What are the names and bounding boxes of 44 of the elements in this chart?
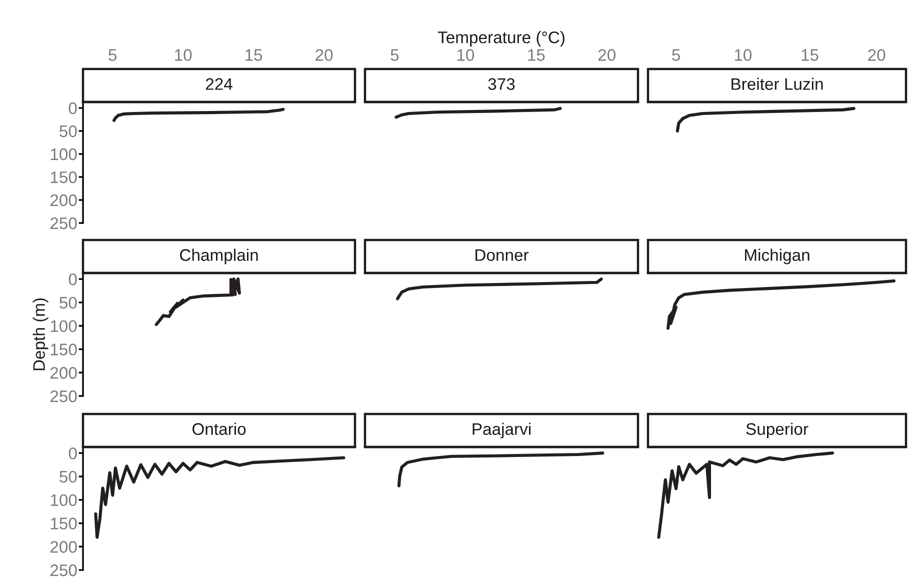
x-tick-label: 15 [528,49,545,61]
y-tick-label: 150 [50,344,77,356]
x-tick-label: 15 [802,49,818,61]
x-tick-label: 10 [457,49,474,61]
x-tick-label: 5 [672,49,680,61]
y-tick-label: 100 [50,320,77,332]
line-series [112,108,285,122]
y-tick-label: 200 [50,194,77,206]
y-tick-label: 50 [60,470,77,483]
chart-title: Ontario [192,422,246,435]
x-tick-label: 5 [390,49,399,61]
y-tick-label: 200 [50,367,77,379]
y-tick-label: 250 [50,217,77,230]
x-tick-label: 20 [316,49,333,61]
x-tick-label: 5 [108,49,117,61]
chart-title: Paajarvi [472,422,530,438]
y-tick-label: 50 [60,125,77,138]
y-tick-label: 250 [50,564,77,576]
y-tick-label: 200 [50,541,77,553]
y-axis-title: Depth (m) [32,298,48,370]
chart-title: Michigan [745,248,810,264]
y-tick-label: 150 [50,171,77,184]
line-series [154,278,241,326]
x-tick-label: 20 [868,49,886,61]
y-tick-label: 100 [50,494,77,506]
x-tick-label: 15 [246,49,262,61]
x-tick-label: 10 [175,49,192,61]
y-tick-label: 0 [68,447,77,460]
chart-title: Donner [476,249,529,261]
x-tick-label: 10 [734,49,752,61]
y-tick-label: 0 [68,102,77,114]
y-tick-label: 0 [68,273,77,286]
y-tick-label: 100 [50,148,77,160]
y-tick-label: 250 [50,390,77,402]
y-tick-label: 150 [50,518,77,530]
line-series [94,456,346,539]
x-axis-title: Temperature (°C) [438,31,564,47]
chart-title: 224 [206,78,232,90]
chart-title: Champlain [180,248,258,264]
chart-title: 373 [488,78,515,90]
y-tick-label: 50 [60,296,77,309]
chart-title: Superior [746,422,808,438]
x-tick-label: 20 [598,49,616,61]
chart-title: Breiter Luzin [732,78,823,90]
